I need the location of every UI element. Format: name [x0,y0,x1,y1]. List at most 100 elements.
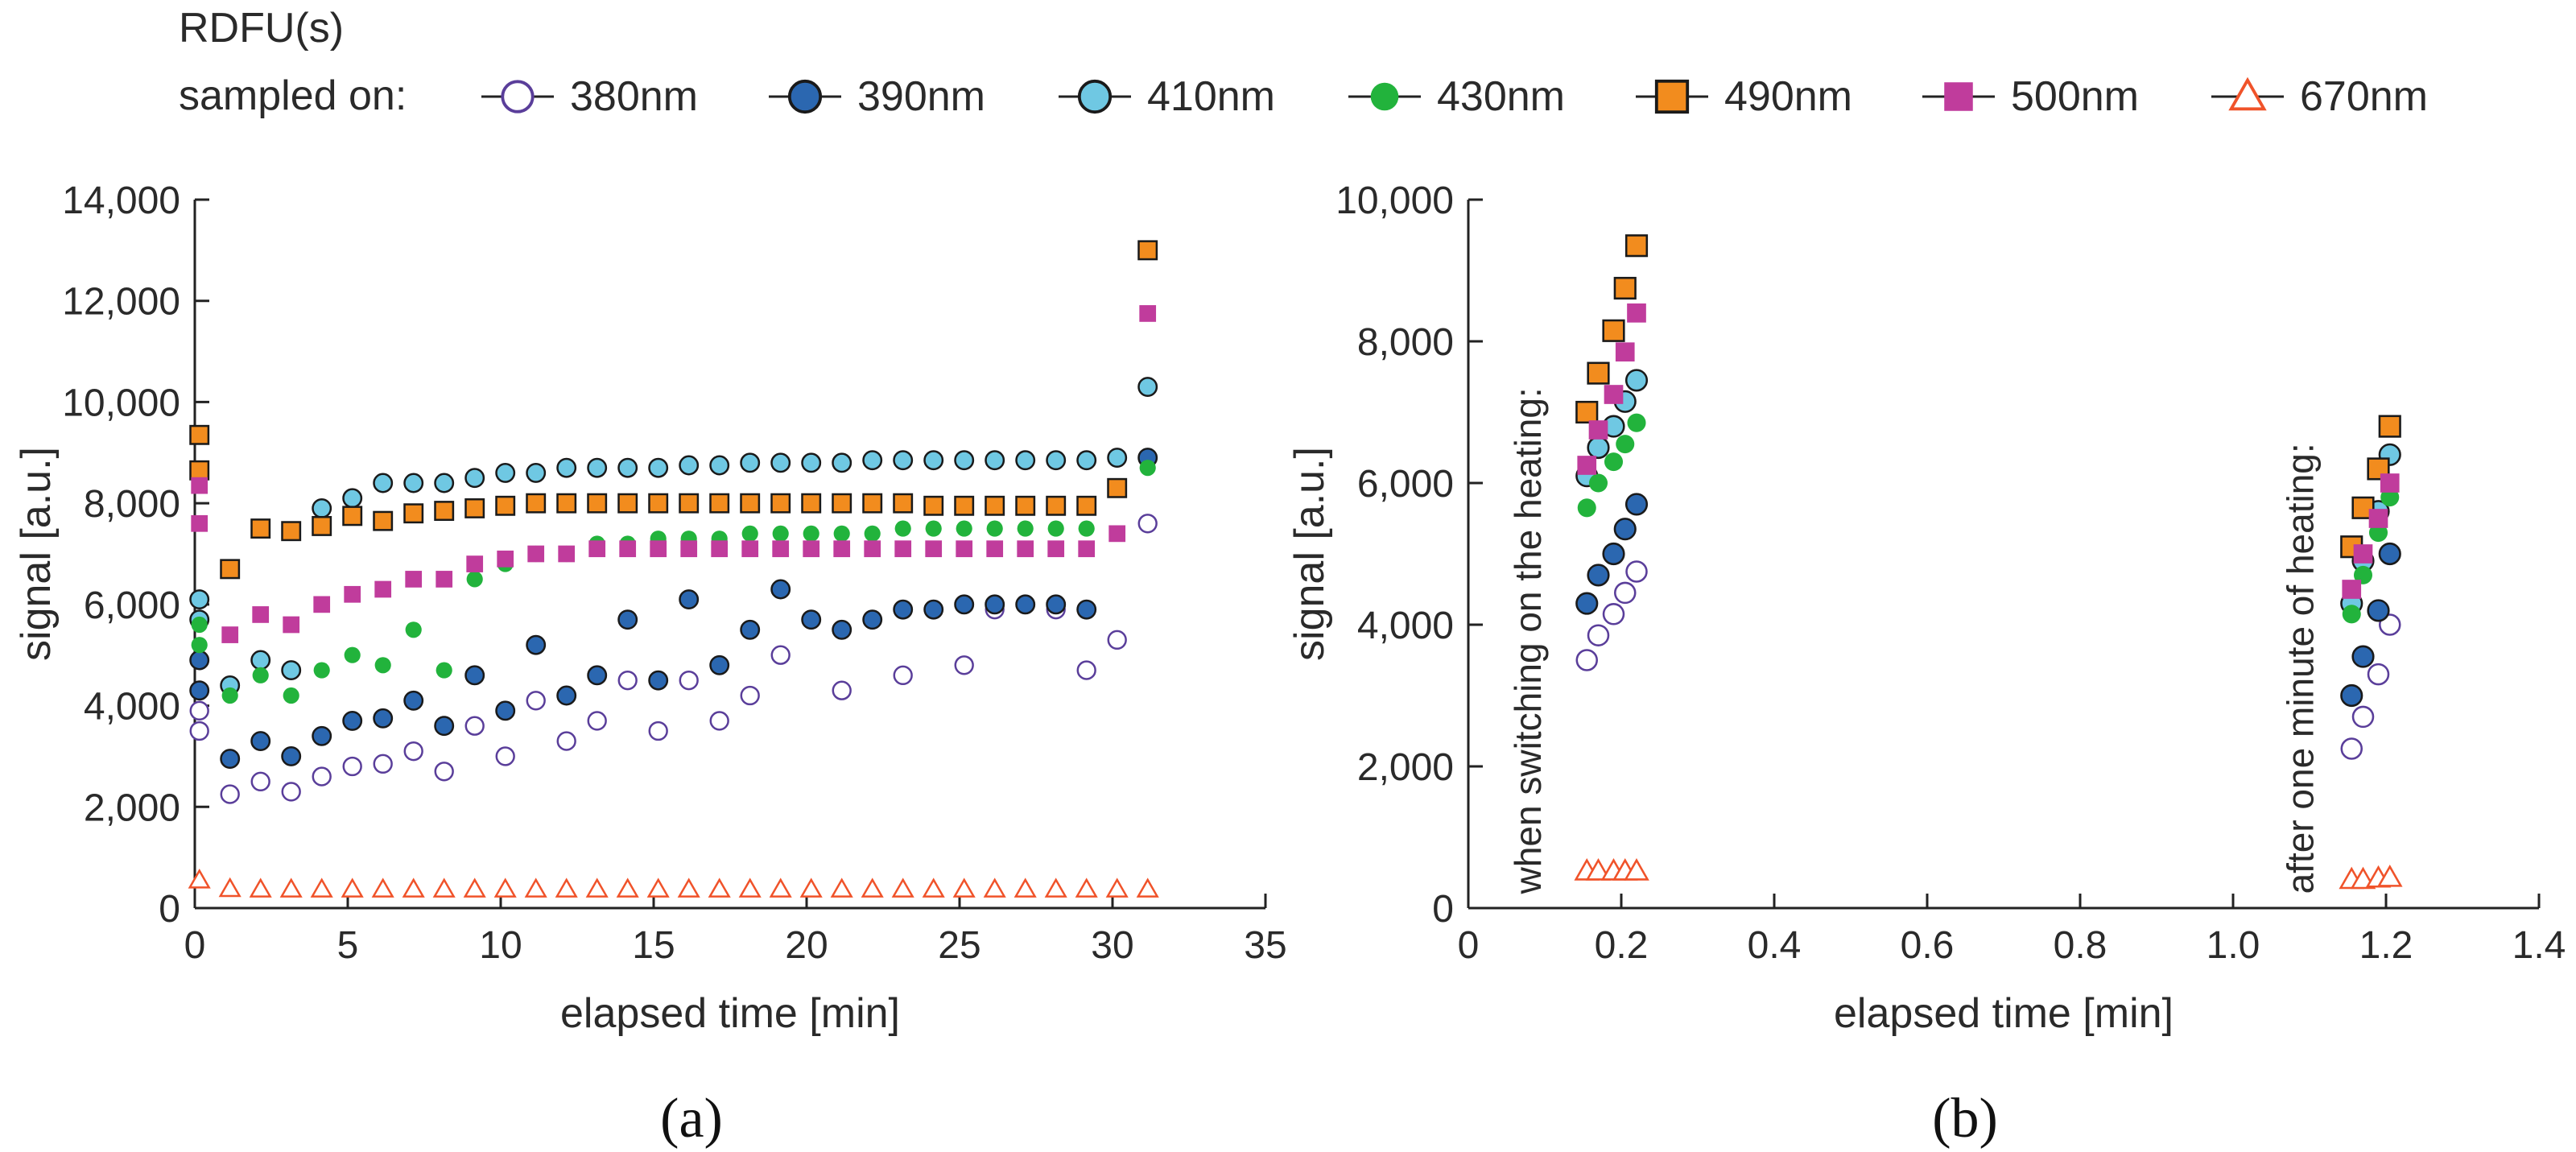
data-point-390nm [495,700,516,721]
data-point-410nm [250,650,271,671]
series-500nm [191,305,1157,643]
data-point-410nm [862,450,883,471]
legend-marker-380nm [501,80,535,114]
data-point-390nm [648,670,669,691]
data-point-390nm [617,609,638,630]
data-point-380nm [464,716,485,736]
data-point-380nm [312,766,332,787]
data-point-380nm [2367,663,2390,686]
data-point-380nm [1107,630,1127,650]
data-point-430nm [344,646,361,663]
data-point-490nm [189,424,210,445]
data-point-670nm [2376,864,2403,887]
legend: RDFU(s) sampled on: 380nm 390nm 410nm 430nm… [179,5,2428,120]
legend-entry-390nm: 390nm [769,73,985,120]
data-point-490nm [495,495,516,516]
data-point-390nm [679,589,700,610]
data-point-670nm [616,877,639,898]
legend-label-380nm: 380nm [570,73,698,120]
data-point-490nm [220,559,241,580]
x-tick-label: 1.0 [2207,924,2260,967]
data-point-500nm [894,540,912,558]
data-point-380nm [342,756,362,777]
y-tick-label: 14,000 [62,180,180,222]
data-point-430nm [1078,520,1095,537]
data-point-490nm [1624,234,1649,258]
panel-label-a: (a) [660,1088,723,1150]
data-point-500nm [191,477,208,494]
data-point-430nm [1577,498,1596,518]
data-point-500nm [283,616,300,634]
data-point-410nm [679,455,700,476]
data-point-490nm [985,495,1005,516]
data-point-500nm [986,540,1004,558]
data-point-430nm [2342,605,2361,624]
data-point-670nm [983,877,1006,898]
data-point-430nm [741,525,758,542]
data-point-410nm [923,450,944,471]
data-point-390nm [220,749,241,770]
data-point-380nm [1625,560,1648,583]
data-point-390nm [189,680,210,701]
data-point-390nm [1046,594,1067,615]
data-point-410nm [1046,450,1067,471]
data-point-380nm [1076,660,1096,680]
data-point-410nm [893,450,914,471]
data-point-490nm [1076,495,1097,516]
y-tick-label: 12,000 [62,281,180,324]
legend-entry-490nm: 490nm [1636,73,1852,120]
x-axis-label: elapsed time [min] [1834,990,2174,1037]
data-point-500nm [619,540,637,558]
data-point-500nm [1604,385,1624,404]
data-point-670nm [1075,877,1098,898]
data-point-430nm [252,667,269,683]
data-point-390nm [464,665,485,686]
data-point-410nm [954,450,975,471]
data-point-500nm [1627,303,1646,323]
series-670nm [1574,858,2403,890]
x-tick-label: 1.2 [2359,924,2413,967]
x-tick-label: 10 [479,924,522,967]
data-point-380nm [281,782,301,802]
data-point-490nm [709,493,730,514]
data-point-670nm [677,877,700,898]
data-point-500nm [741,540,759,558]
y-axis-label: signal [a.u.] [13,447,60,661]
data-point-380nm [1587,624,1610,646]
data-point-670nm [1136,877,1159,898]
y-tick-label: 8,000 [1357,321,1454,364]
x-tick-label: 0.8 [2054,924,2107,967]
data-point-390nm [770,579,791,600]
data-point-430nm [986,520,1003,537]
data-point-490nm [2378,415,2401,438]
data-point-390nm [801,609,822,630]
data-point-390nm [954,594,975,615]
data-point-390nm [862,609,883,630]
y-tick-label: 4,000 [84,686,180,729]
data-point-410nm [1587,436,1610,460]
data-point-380nm [250,771,270,792]
data-point-410nm [587,457,608,478]
data-point-380nm [954,655,974,675]
data-point-490nm [342,506,363,526]
y-tick-label: 10,000 [1335,180,1454,222]
y-tick-label: 0 [159,888,180,931]
data-point-490nm [617,493,638,514]
data-point-500nm [1078,540,1096,558]
data-point-670nm [708,877,731,898]
data-point-390nm [189,650,210,671]
series-390nm [189,448,1158,770]
data-point-430nm [1616,435,1635,454]
data-point-390nm [832,619,852,640]
legend-label-490nm: 490nm [1724,73,1852,120]
data-point-390nm [985,594,1005,615]
data-point-410nm [373,473,394,493]
data-point-490nm [801,493,822,514]
y-tick-label: 0 [1432,888,1454,931]
data-point-390nm [526,634,547,655]
x-tick-label: 25 [938,924,980,967]
data-point-410nm [740,452,761,473]
data-point-490nm [312,515,332,536]
data-point-430nm [436,662,452,679]
